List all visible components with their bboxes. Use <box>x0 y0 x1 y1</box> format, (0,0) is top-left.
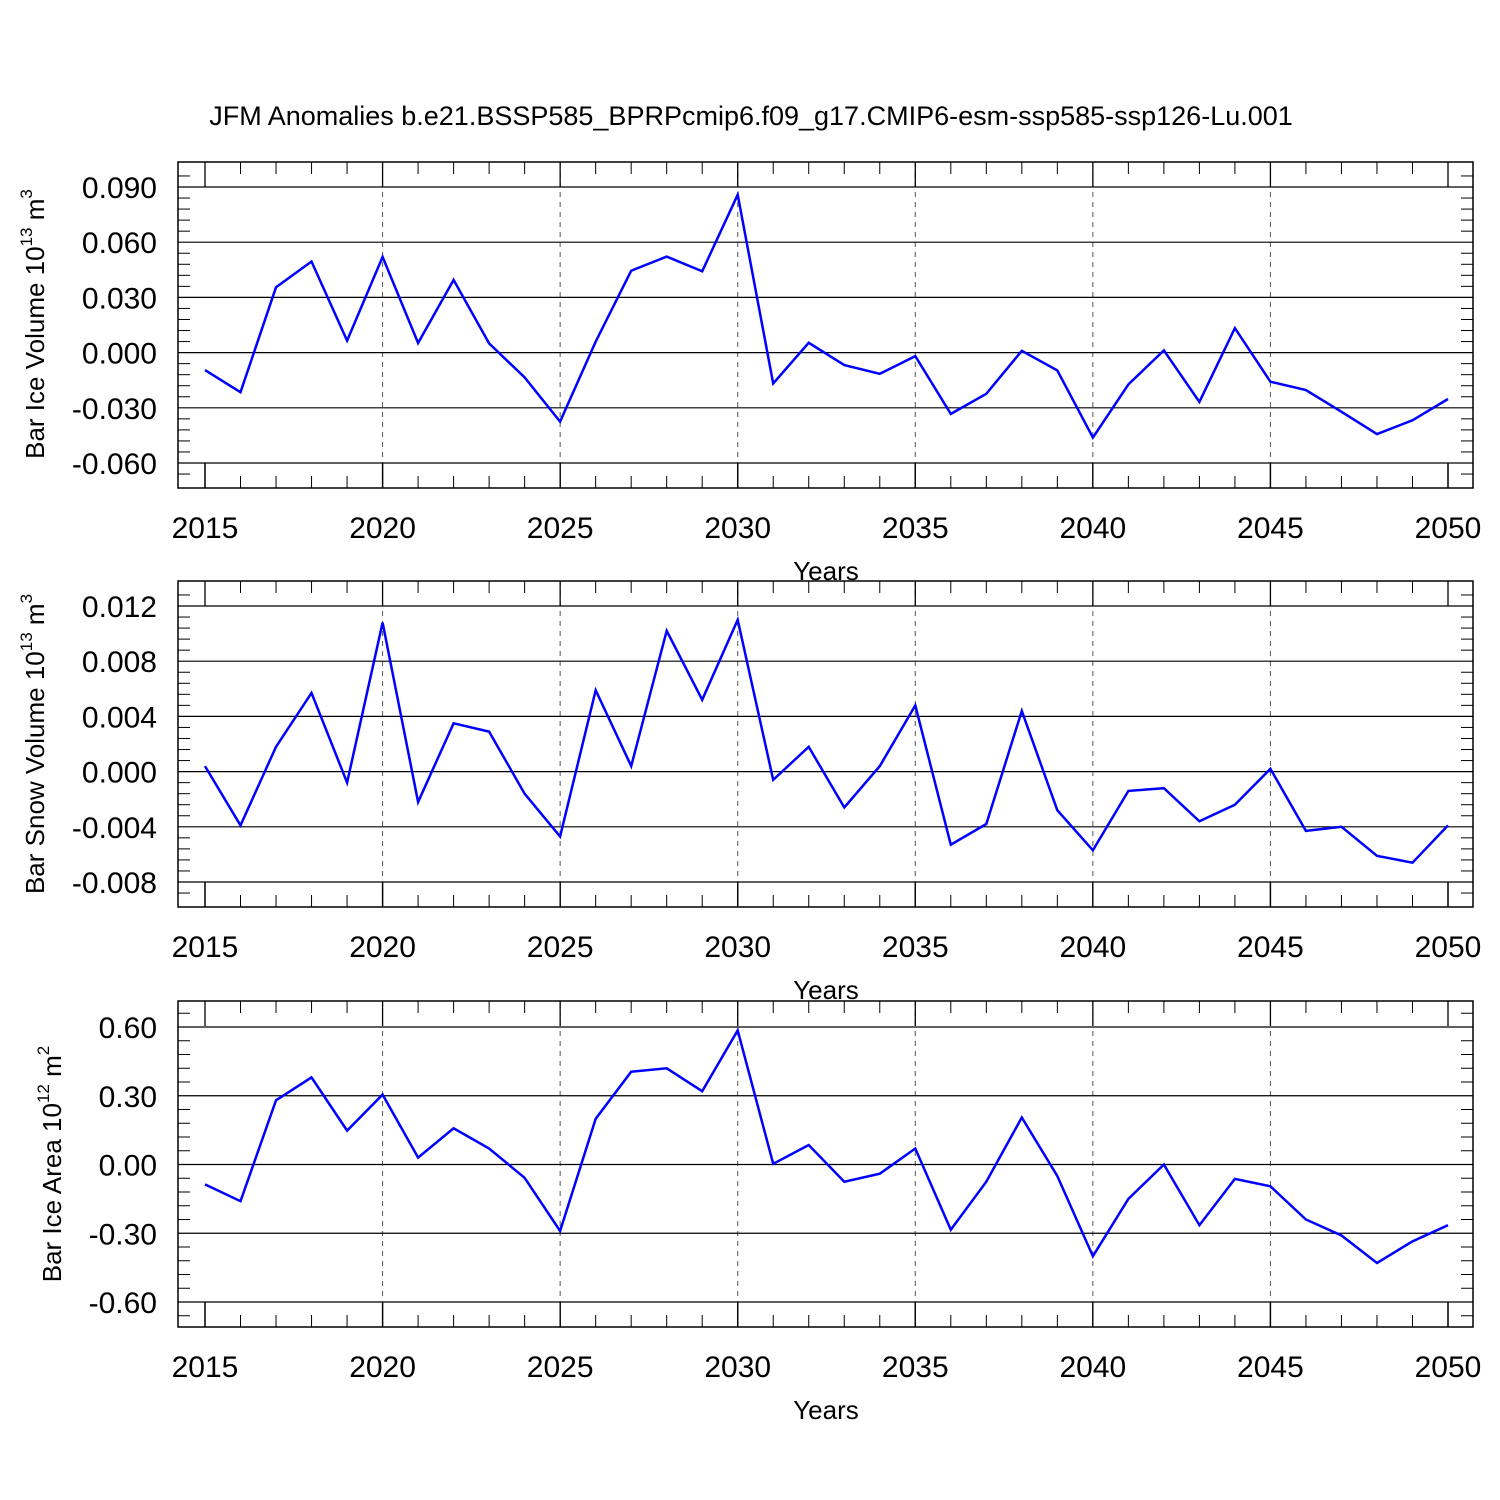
y-tick-label: 0.000 <box>82 338 157 371</box>
y-tick-label: -0.60 <box>89 1287 157 1320</box>
x-tick-label: 2015 <box>172 1351 239 1384</box>
x-tick-label: 2030 <box>704 512 771 545</box>
x-tick-label: 2050 <box>1415 512 1482 545</box>
x-tick-label: 2020 <box>349 931 416 964</box>
y-tick-label: 0.30 <box>99 1081 157 1114</box>
y-axis-label: Bar Ice Volume 1013 m3 <box>17 189 50 459</box>
y-tick-label: 0.00 <box>99 1150 157 1183</box>
plot-frame <box>177 580 1474 908</box>
y-tick-label: -0.030 <box>72 393 157 426</box>
y-tick-label: -0.008 <box>72 867 157 900</box>
x-tick-label: 2045 <box>1237 931 1304 964</box>
x-tick-label: 2020 <box>349 1351 416 1384</box>
x-axis-label: Years <box>793 975 859 1005</box>
x-tick-label: 2045 <box>1237 1351 1304 1384</box>
y-tick-label: 0.004 <box>82 701 157 734</box>
data-line <box>204 1027 1449 1265</box>
x-tick-label: 2030 <box>704 1351 771 1384</box>
x-tick-label: 2020 <box>349 512 416 545</box>
x-tick-label: 2015 <box>172 931 239 964</box>
x-tick-label: 2015 <box>172 512 239 545</box>
data-line <box>204 190 1449 441</box>
y-tick-label: 0.008 <box>82 646 157 679</box>
x-tick-label: 2050 <box>1415 1351 1482 1384</box>
chart-title: JFM Anomalies b.e21.BSSP585_BPRPcmip6.f0… <box>209 101 1293 131</box>
y-tick-label: -0.30 <box>89 1218 157 1251</box>
y-tick-label: -0.004 <box>72 812 157 845</box>
x-axis-label: Years <box>793 1395 859 1425</box>
x-tick-label: 2040 <box>1059 512 1126 545</box>
panel-2: 2015 2020 2025 2030 2035 2040 2045 2050 0.012 0.0… <box>17 580 1482 1005</box>
plot-frame <box>177 161 1474 489</box>
y-tick-label: 0.090 <box>82 172 157 205</box>
x-tick-label: 2035 <box>882 512 949 545</box>
x-tick-label: 2035 <box>882 931 949 964</box>
panel-1: 2015 2020 2025 2030 2035 2040 2045 2050 0.090 0.0… <box>17 161 1482 586</box>
x-tick-label: 2040 <box>1059 1351 1126 1384</box>
x-tick-label: 2025 <box>527 931 594 964</box>
x-tick-label: 2025 <box>527 1351 594 1384</box>
y-axis-label: Bar Ice Area 1012 m2 <box>34 1046 67 1283</box>
y-tick-label: 0.000 <box>82 757 157 790</box>
x-tick-label: 2035 <box>882 1351 949 1384</box>
y-tick-label: -0.060 <box>72 448 157 481</box>
data-line <box>203 615 1449 865</box>
x-tick-label: 2045 <box>1237 512 1304 545</box>
y-tick-label: 0.030 <box>82 282 157 315</box>
x-tick-label: 2040 <box>1059 931 1126 964</box>
y-tick-label: 0.012 <box>82 591 157 624</box>
y-tick-label: 0.60 <box>99 1012 157 1045</box>
x-tick-label: 2050 <box>1415 931 1482 964</box>
panel-3: 2015 2020 2025 2030 2035 2040 2045 2050 0.60 0.30… <box>34 1000 1482 1425</box>
y-axis-label: Bar Snow Volume 1013 m3 <box>17 594 50 894</box>
x-tick-label: 2025 <box>527 512 594 545</box>
y-tick-label: 0.060 <box>82 227 157 260</box>
x-tick-label: 2030 <box>704 931 771 964</box>
